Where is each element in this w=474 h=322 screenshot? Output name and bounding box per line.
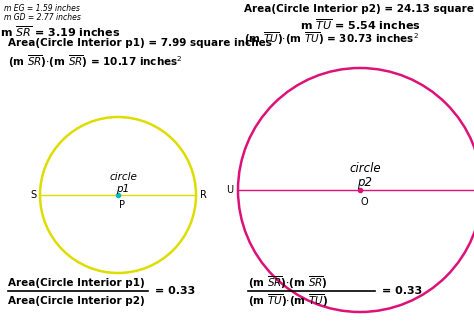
- Text: U: U: [227, 185, 234, 195]
- Text: m $\overline{TU}$ = 5.54 inches: m $\overline{TU}$ = 5.54 inches: [300, 17, 420, 32]
- Text: P: P: [119, 200, 125, 210]
- Text: = 0.33: = 0.33: [155, 286, 195, 296]
- Text: = 0.33: = 0.33: [382, 286, 422, 296]
- Text: Area(Circle Interior p1): Area(Circle Interior p1): [8, 278, 145, 288]
- Text: R: R: [200, 190, 207, 200]
- Text: (m $\overline{TU}$)$\cdot$(m $\overline{TU}$): (m $\overline{TU}$)$\cdot$(m $\overline{…: [248, 293, 328, 309]
- Text: p2: p2: [357, 175, 373, 188]
- Text: (m $\overline{TU}$)$\cdot$(m $\overline{TU}$) = 30.73 inches$^2$: (m $\overline{TU}$)$\cdot$(m $\overline{…: [244, 30, 419, 47]
- Text: p1: p1: [117, 184, 129, 194]
- Text: m $\overline{SR}$ = 3.19 inches: m $\overline{SR}$ = 3.19 inches: [0, 24, 120, 39]
- Text: circle: circle: [109, 172, 137, 182]
- Text: S: S: [30, 190, 36, 200]
- Text: (m $\overline{SR}$)$\cdot$(m $\overline{SR}$) = 10.17 inches$^2$: (m $\overline{SR}$)$\cdot$(m $\overline{…: [8, 53, 182, 70]
- Text: Area(Circle Interior p2) = 24.13 square inches: Area(Circle Interior p2) = 24.13 square …: [244, 4, 474, 14]
- Text: (m $\overline{SR}$)$\cdot$(m $\overline{SR}$): (m $\overline{SR}$)$\cdot$(m $\overline{…: [248, 275, 328, 291]
- Text: m EG = 1.59 inches: m EG = 1.59 inches: [4, 4, 80, 13]
- Text: Area(Circle Interior p1) = 7.99 square inches: Area(Circle Interior p1) = 7.99 square i…: [8, 38, 272, 48]
- Text: circle: circle: [349, 162, 381, 175]
- Text: O: O: [360, 197, 368, 207]
- Text: m GD = 2.77 inches: m GD = 2.77 inches: [4, 13, 81, 22]
- Text: Area(Circle Interior p2): Area(Circle Interior p2): [8, 296, 145, 306]
